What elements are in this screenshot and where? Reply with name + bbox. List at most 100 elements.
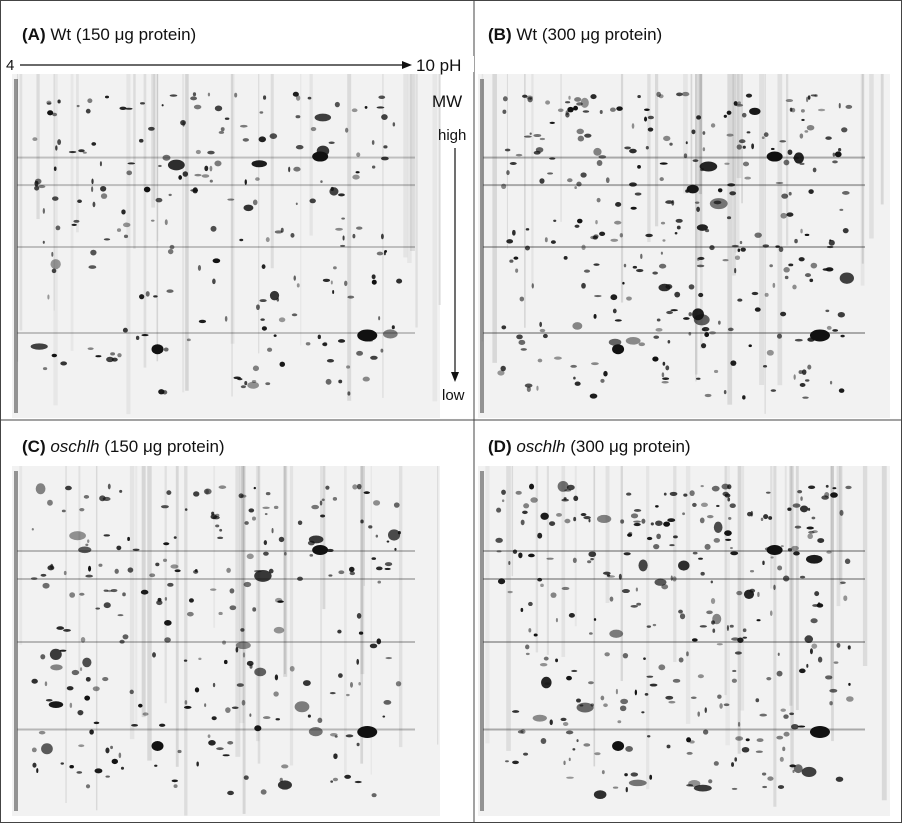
gel-feature [799,162,805,165]
gel-feature [235,466,241,757]
gel-feature [655,520,663,526]
gel-feature [663,521,671,527]
gel-feature [274,230,283,234]
gel-feature [653,544,660,550]
gel-feature [700,502,708,508]
gel-feature [790,466,794,770]
gel-feature [201,174,210,178]
gel-feature [356,658,360,665]
gel-feature [483,156,865,159]
gel-feature [833,661,839,664]
gel-feature [383,145,388,149]
gel-feature [825,484,829,488]
gel-feature [227,741,234,745]
gel-feature [590,362,599,366]
gel-feature [633,509,642,512]
gel-feature [656,533,661,540]
gel-feature [224,315,228,322]
gel-feature [55,145,58,151]
gel-feature [568,757,571,762]
gel-feature [594,752,601,756]
gel-feature [654,74,659,227]
gel-feature [82,151,87,154]
gel-feature [515,268,519,273]
gel-feature [737,101,742,105]
gel-feature [807,533,813,540]
gel-feature [51,251,54,257]
label-bg [4,56,474,72]
gel-feature [71,223,77,227]
gel-feature [407,74,412,264]
gel-feature [655,328,663,332]
gel-feature [704,543,711,550]
gel-feature [716,504,720,508]
gel-feature [565,730,574,735]
gel-feature [641,518,646,524]
gel-feature [659,162,668,165]
gel-feature [375,566,383,571]
gel-feature [247,381,259,389]
gel-feature [766,151,783,162]
gel-feature [17,246,415,248]
gel-feature [645,233,653,238]
gel-feature [288,166,291,173]
gel-feature [102,496,111,501]
gel-feature [662,377,670,381]
gel-feature [69,531,86,541]
gel-feature [273,334,277,337]
gel-feature [337,339,346,343]
gel-feature [258,136,267,143]
gel-feature [553,356,562,360]
mw-low: low [442,387,465,404]
gel-feature [784,275,789,280]
gel-feature [164,466,167,704]
gel-feature [539,137,545,141]
gel-feature [846,696,854,702]
gel-feature [30,343,48,350]
gel-feature [352,233,356,239]
gel-feature [832,487,837,490]
gel-feature [596,160,603,166]
gel-feature [186,338,191,342]
gel-feature [139,294,145,300]
gel-feature [770,389,777,392]
gel-feature [826,245,834,249]
gel-feature [695,74,697,382]
gel-feature [741,112,747,118]
gel-feature [729,503,736,509]
gel-feature [31,527,34,531]
gel-feature [788,191,792,196]
gel-feature [42,208,45,214]
gel-feature [227,198,235,201]
gel-feature [580,513,587,517]
gel-feature [506,170,510,176]
gel-feature [751,143,755,150]
gel-feature [698,557,703,560]
gel-feature [817,108,826,112]
gel-feature [51,268,57,274]
gel-feature [155,562,160,567]
gel-feature [537,532,543,539]
gel-feature [588,518,591,523]
gel-feature [798,257,805,262]
gel-feature [745,93,753,98]
gel-feature [140,589,149,595]
gel-feature [156,600,163,606]
gel-feature [780,311,787,317]
gel-feature [691,129,696,135]
gel-feature [655,505,659,508]
gel-feature [829,380,833,385]
gel-feature [825,309,830,313]
gel-feature [776,735,784,740]
gel-feature [513,256,519,260]
gel-feature [606,574,611,577]
gel-feature [556,513,562,517]
gel-feature [66,686,74,691]
gel-feature [314,113,332,122]
gel-feature [693,314,710,326]
gel-feature [87,539,90,543]
gel-feature [542,333,548,339]
gel-feature [437,466,439,745]
gel-feature [839,509,844,516]
gel-feature [127,536,131,541]
